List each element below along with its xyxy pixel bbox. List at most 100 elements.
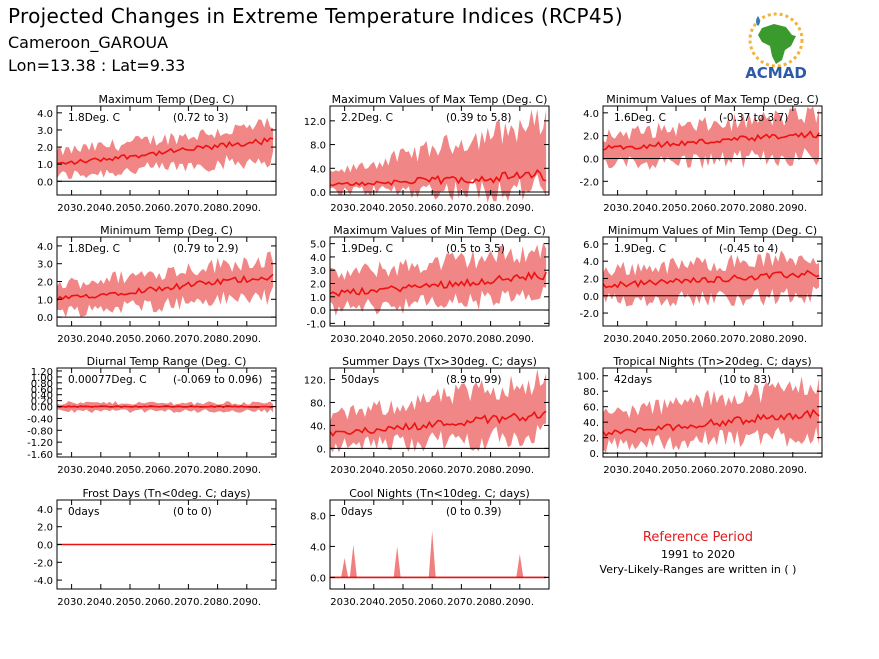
x-tick-label: 2030. bbox=[57, 465, 86, 476]
plot-frame bbox=[56, 105, 277, 196]
x-tick-label: 2090. bbox=[778, 334, 807, 345]
y-tick-label: 1.0 bbox=[37, 160, 53, 171]
median-line bbox=[329, 410, 547, 437]
x-tick-label: 2050. bbox=[389, 597, 418, 608]
likely-range-label: (0.5 to 3.5) bbox=[446, 243, 505, 255]
range-spike bbox=[349, 544, 357, 578]
plot-frame bbox=[602, 367, 823, 458]
y-tick-label: 0.0 bbox=[583, 154, 599, 165]
x-tick-label: 2040. bbox=[632, 465, 661, 476]
x-tick-label: 2060. bbox=[691, 334, 720, 345]
x-tick-label: 2070. bbox=[174, 597, 203, 608]
y-tick-label: 0.0 bbox=[583, 292, 599, 303]
x-tick-label: 2050. bbox=[389, 334, 418, 345]
x-tick-label: 2050. bbox=[389, 203, 418, 214]
x-tick-label: 2060. bbox=[418, 465, 447, 476]
y-tick-label: 3.0 bbox=[310, 266, 326, 277]
y-tick-label: 1.0 bbox=[37, 295, 53, 306]
chart-title: Minimum Values of Min Temp (Deg. C) bbox=[608, 224, 817, 237]
x-tick-label: 2070. bbox=[447, 203, 476, 214]
logo-rays bbox=[748, 12, 804, 68]
median-line bbox=[329, 271, 547, 298]
x-tick-label: 2080. bbox=[203, 597, 232, 608]
median-change-label: 0days bbox=[68, 506, 99, 518]
median-change-label: 1.9Deg. C bbox=[614, 243, 666, 255]
x-tick-label: 2090. bbox=[505, 203, 534, 214]
chart-panel: Maximum Values of Max Temp (Deg. C) 2.2De… bbox=[304, 93, 550, 214]
plot-frame bbox=[329, 236, 550, 327]
median-change-label: 1.8Deg. C bbox=[68, 112, 120, 124]
y-tick-label: 0.00 bbox=[31, 403, 53, 414]
plot-frame bbox=[329, 367, 550, 458]
x-tick-label: 2040. bbox=[632, 334, 661, 345]
x-tick-label: 2070. bbox=[174, 334, 203, 345]
x-tick-label: 2030. bbox=[330, 597, 359, 608]
y-tick-label: 0. bbox=[316, 444, 326, 455]
chart-title: Diurnal Temp Range (Deg. C) bbox=[87, 355, 247, 368]
x-tick-label: 2030. bbox=[57, 203, 86, 214]
y-tick-label: 2.0 bbox=[583, 274, 599, 285]
y-tick-label: 20. bbox=[583, 434, 599, 445]
x-tick-label: 2060. bbox=[145, 203, 174, 214]
x-tick-label: 2040. bbox=[86, 465, 115, 476]
chart-panel: Minimum Temp (Deg. C) 1.8Deg. C (0.79 to 2… bbox=[37, 224, 277, 345]
x-tick-label: 2070. bbox=[720, 334, 749, 345]
page-title: Projected Changes in Extreme Temperature… bbox=[8, 4, 624, 28]
y-tick-label: 40. bbox=[310, 421, 326, 432]
y-tick-label: 4.0 bbox=[37, 109, 53, 120]
x-tick-label: 2050. bbox=[116, 203, 145, 214]
x-tick-label: 2070. bbox=[447, 334, 476, 345]
x-tick-label: 2090. bbox=[505, 465, 534, 476]
x-tick-label: 2070. bbox=[720, 465, 749, 476]
median-change-label: 0.00077Deg. C bbox=[68, 374, 147, 386]
x-tick-label: 2030. bbox=[57, 597, 86, 608]
x-tick-label: 2070. bbox=[447, 597, 476, 608]
y-tick-label: 4.0 bbox=[583, 257, 599, 268]
x-tick-label: 2060. bbox=[418, 334, 447, 345]
x-tick-label: 2050. bbox=[116, 597, 145, 608]
y-tick-label: -2.0 bbox=[579, 309, 599, 320]
chart-panel: Diurnal Temp Range (Deg. C) 0.00077Deg. C… bbox=[27, 355, 277, 476]
chart-panel: Frost Days (Tn<0deg. C; days) 0days (0 to … bbox=[33, 487, 277, 608]
y-tick-label: 6.0 bbox=[583, 240, 599, 251]
range-spike bbox=[428, 530, 436, 578]
reference-period-years: 1991 to 2020 bbox=[660, 548, 736, 561]
x-tick-label: 2080. bbox=[476, 334, 505, 345]
y-tick-label: -4.0 bbox=[33, 576, 53, 587]
y-tick-label: -1.60 bbox=[27, 450, 53, 461]
x-tick-label: 2080. bbox=[476, 465, 505, 476]
x-tick-label: 2070. bbox=[720, 203, 749, 214]
y-tick-label: 0.0 bbox=[310, 188, 326, 199]
location-label: Cameroon_GAROUA bbox=[8, 33, 169, 52]
y-tick-label: 2.0 bbox=[37, 143, 53, 154]
y-tick-label: 4.0 bbox=[37, 242, 53, 253]
y-tick-label: 0.40 bbox=[31, 391, 53, 402]
x-tick-label: 2080. bbox=[203, 334, 232, 345]
median-line bbox=[56, 273, 274, 301]
x-tick-label: 2050. bbox=[116, 465, 145, 476]
y-tick-label: 1.20 bbox=[31, 367, 53, 378]
median-change-label: 1.6Deg. C bbox=[614, 112, 666, 124]
median-line bbox=[602, 269, 820, 289]
plot-frame bbox=[329, 105, 550, 196]
logo-text: ACMAD bbox=[745, 64, 807, 82]
likely-range-band bbox=[57, 117, 274, 179]
x-tick-label: 2060. bbox=[418, 597, 447, 608]
x-tick-label: 2070. bbox=[174, 203, 203, 214]
y-tick-label: 4.0 bbox=[583, 109, 599, 120]
y-tick-label: 8.0 bbox=[310, 141, 326, 152]
y-tick-label: 2.0 bbox=[37, 278, 53, 289]
likely-range-band bbox=[330, 368, 547, 453]
x-tick-label: 2040. bbox=[632, 203, 661, 214]
x-tick-label: 2040. bbox=[359, 465, 388, 476]
africa-shape bbox=[758, 24, 796, 64]
median-change-label: 50days bbox=[341, 374, 379, 386]
likely-range-label: (0 to 0.39) bbox=[446, 506, 501, 518]
chart-title: Cool Nights (Tn<10deg. C; days) bbox=[349, 487, 530, 500]
x-tick-label: 2030. bbox=[330, 203, 359, 214]
x-tick-label: 2090. bbox=[232, 334, 261, 345]
water-drop-icon bbox=[756, 16, 760, 26]
x-tick-label: 2080. bbox=[203, 203, 232, 214]
x-tick-label: 2060. bbox=[691, 465, 720, 476]
